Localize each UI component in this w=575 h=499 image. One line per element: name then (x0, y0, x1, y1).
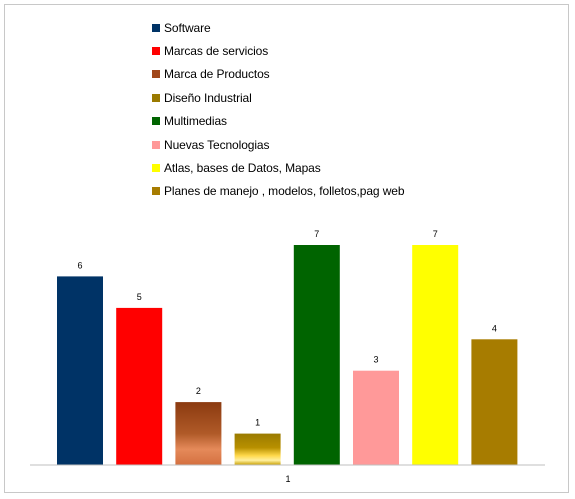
chart-legend: Software Marcas de servicios Marca de Prod… (152, 16, 405, 203)
legend-item: Diseño Industrial (152, 86, 404, 109)
legend-label: Software (164, 20, 211, 35)
data-label: 1 (255, 418, 260, 428)
data-label: 5 (137, 292, 142, 302)
data-label: 6 (77, 260, 82, 270)
legend-swatch (152, 93, 160, 102)
legend-label: Marcas de servicios (164, 44, 269, 59)
legend-swatch (152, 70, 160, 79)
bar (293, 245, 340, 465)
legend-swatch (152, 164, 160, 173)
bar (234, 433, 281, 465)
legend-label: Atlas, bases de Datos, Mapas (164, 161, 321, 176)
legend-label: Planes de manejo , modelos, folletos,pag… (164, 184, 405, 199)
legend-swatch (152, 140, 160, 149)
bar (116, 307, 163, 465)
bar (471, 339, 518, 465)
legend-swatch (152, 187, 160, 196)
legend-swatch (152, 23, 160, 32)
legend-swatch (152, 47, 160, 56)
legend-item: Multimedias (152, 110, 404, 133)
x-tick-label: 1 (285, 474, 290, 484)
legend-item: Marcas de servicios (152, 39, 404, 62)
data-label: 7 (433, 229, 438, 239)
legend-label: Diseño Industrial (164, 90, 252, 105)
bar (353, 370, 399, 465)
legend-swatch (152, 117, 160, 126)
legend-item: Nuevas Tecnologias (152, 133, 404, 156)
legend-item: Marca de Productos (152, 63, 404, 86)
data-label: 2 (196, 386, 201, 396)
legend-label: Marca de Productos (164, 67, 270, 82)
data-label: 7 (314, 229, 319, 239)
data-label: 4 (492, 323, 497, 333)
legend-label: Multimedias (164, 114, 227, 129)
legend-label: Nuevas Tecnologias (164, 137, 270, 152)
legend-item: Atlas, bases de Datos, Mapas (152, 156, 404, 179)
legend-item: Software (152, 16, 404, 39)
bar (57, 276, 103, 465)
bar (412, 245, 459, 465)
data-label: 3 (373, 355, 378, 365)
legend-item: Planes de manejo , modelos, folletos,pag… (152, 180, 405, 203)
bar (175, 402, 222, 465)
